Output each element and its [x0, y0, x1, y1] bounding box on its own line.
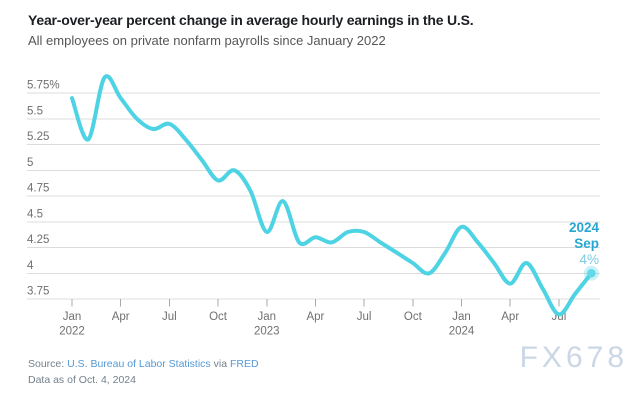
y-axis-label: 5	[27, 157, 33, 169]
x-axis-label: Jul	[162, 311, 177, 323]
watermark: FX678	[519, 341, 628, 374]
y-axis-label: 5.5	[27, 105, 43, 117]
y-axis-label: 4.25	[27, 234, 49, 246]
x-axis-year-label: 2022	[59, 326, 85, 338]
annotation-value: 4%	[579, 252, 599, 267]
source-link-bls[interactable]: U.S. Bureau of Labor Statistics	[67, 358, 211, 370]
y-axis-label: 4.75	[27, 183, 49, 195]
annotation-month: Sep	[574, 236, 599, 251]
data-as-of-note: Data as of Oct. 4, 2024	[28, 373, 136, 386]
x-axis-year-label: 2023	[254, 326, 280, 338]
latest-data-point	[587, 268, 596, 278]
source-link-fred[interactable]: FRED	[229, 358, 259, 370]
x-axis-label: Apr	[112, 311, 130, 323]
x-axis-label: Apr	[501, 311, 519, 323]
chart-title: Year-over-year percent change in average…	[28, 12, 474, 28]
x-axis-year-label: 2024	[449, 326, 475, 338]
source-label: Source:	[28, 358, 68, 370]
y-axis-label: 4	[27, 260, 34, 272]
y-axis-label: 4.5	[27, 208, 43, 220]
x-axis-label: Jul	[357, 311, 372, 323]
source-connector: via	[210, 358, 230, 370]
x-axis-label: Oct	[209, 311, 228, 323]
y-axis-label: 3.75	[27, 286, 49, 298]
earnings-trend-line	[70, 74, 594, 317]
annotation-year: 2024	[569, 220, 600, 235]
y-axis-label: 5.75%	[27, 80, 60, 92]
x-axis-label: Jan	[452, 311, 471, 323]
chart-footer: Source: U.S. Bureau of Labor Statistics …	[28, 357, 259, 388]
x-axis-label: Oct	[404, 311, 423, 323]
chart-subtitle: All employees on private nonfarm payroll…	[28, 33, 386, 48]
source-line: Source: U.S. Bureau of Labor Statistics …	[28, 357, 259, 373]
y-axis-label: 5.25	[27, 131, 49, 143]
x-axis-label: Jan	[257, 311, 276, 323]
x-axis-label: Apr	[306, 311, 324, 323]
x-axis-label: Jan	[63, 311, 82, 323]
